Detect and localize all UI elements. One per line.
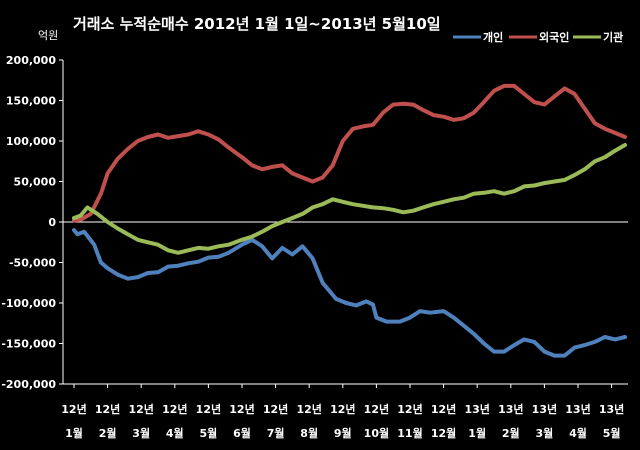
y-tick-label: -200,000 (1, 378, 56, 391)
x-tick-year-label: 12년 (95, 402, 120, 416)
x-tick-month-label: 9월 (334, 426, 352, 440)
x-tick-month-label: 5월 (200, 426, 218, 440)
y-tick-label: 100,000 (6, 135, 56, 148)
x-tick-month-label: 5월 (603, 426, 621, 440)
x-tick-year-label: 13년 (464, 402, 489, 416)
x-axis-ticks: 12년 1월 12년 2월 12년 3월 12년 4월 12년 5월 12년 6월 12년 7월 12년 8월… (61, 384, 624, 440)
x-tick-year-label: 13년 (599, 402, 624, 416)
x-tick-month-label: 2월 (502, 426, 520, 440)
legend-label-1: 외국인 (539, 30, 569, 44)
series-line-2 (72, 143, 627, 255)
series-line-0 (72, 228, 627, 358)
x-tick-year-label: 12년 (263, 402, 288, 416)
x-tick-year-label: 12년 (431, 402, 456, 416)
x-tick-month-label: 7월 (267, 426, 285, 440)
x-tick-year-label: 13년 (498, 402, 523, 416)
x-tick-month-label: 3월 (536, 426, 554, 440)
x-tick-year-label: 12년 (364, 402, 389, 416)
x-tick-month-label: 12월 (431, 426, 456, 440)
chart-title: 거래소 누적순매수 2012년 1월 1일~2013년 5월10일 (73, 15, 441, 33)
legend-label-2: 기관 (603, 30, 623, 44)
x-tick-year-label: 12년 (229, 402, 254, 416)
x-tick-year-label: 12년 (196, 402, 221, 416)
series-lines (72, 83, 627, 358)
y-tick-label: -50,000 (9, 257, 56, 270)
x-tick-month-label: 3월 (132, 426, 150, 440)
x-tick-year-label: 12년 (296, 402, 321, 416)
y-tick-label: 200,000 (6, 54, 56, 67)
y-tick-label: 50,000 (14, 176, 57, 189)
x-tick-year-label: 12년 (397, 402, 422, 416)
x-tick-month-label: 6월 (233, 426, 251, 440)
x-tick-year-label: 13년 (532, 402, 557, 416)
x-tick-year-label: 12년 (162, 402, 187, 416)
y-tick-label: 150,000 (6, 95, 56, 108)
y-tick-label: -100,000 (1, 297, 56, 310)
x-tick-month-label: 4월 (166, 426, 184, 440)
x-tick-month-label: 1월 (65, 426, 83, 440)
series-line-1 (72, 83, 627, 223)
x-tick-year-label: 12년 (61, 402, 86, 416)
x-tick-year-label: 12년 (330, 402, 355, 416)
x-tick-year-label: 12년 (128, 402, 153, 416)
y-axis-ticks: 200,000 150,000 100,000 50,000 0 -50,000 -100,… (1, 54, 63, 391)
x-tick-year-label: 13년 (565, 402, 590, 416)
y-tick-label: -150,000 (1, 338, 56, 351)
x-tick-month-label: 11월 (397, 426, 422, 440)
x-tick-month-label: 4월 (569, 426, 587, 440)
x-tick-month-label: 1월 (468, 426, 486, 440)
legend-label-0: 개인 (483, 30, 503, 44)
y-tick-label: 0 (48, 216, 56, 229)
x-tick-month-label: 10월 (364, 426, 389, 440)
legend: 개인 외국인 기관 (453, 30, 623, 44)
y-axis-unit-label: 억원 (38, 29, 58, 42)
x-tick-month-label: 2월 (99, 426, 117, 440)
x-tick-month-label: 8월 (300, 426, 318, 440)
